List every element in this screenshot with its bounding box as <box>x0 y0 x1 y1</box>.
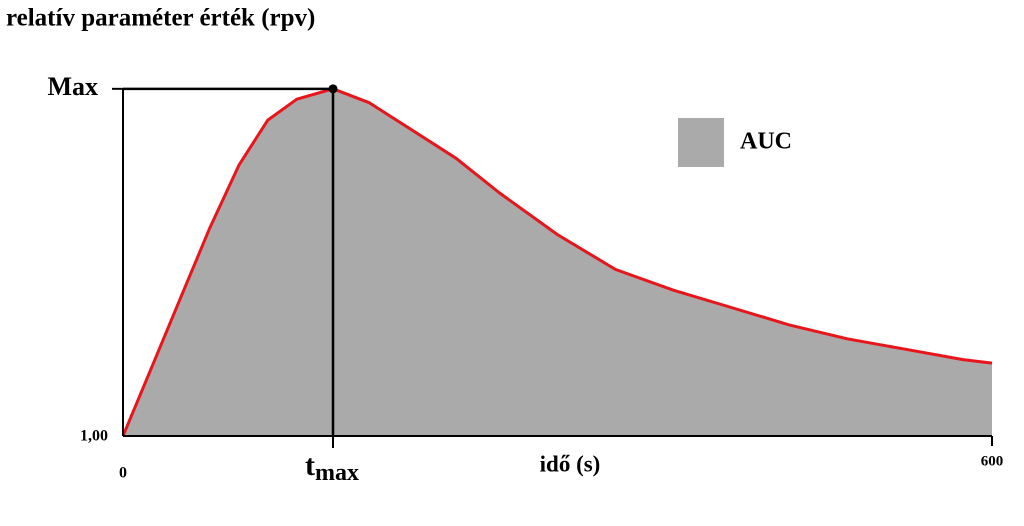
x-tick-label-main: t <box>305 449 315 482</box>
y-tick-label: 1,00 <box>80 428 108 445</box>
chart-title: relatív paraméter érték (rpv) <box>6 5 315 32</box>
x-tick-label: tmax <box>305 449 359 486</box>
y-tick-label: Max <box>47 72 98 101</box>
x-axis-label: idő (s) <box>540 451 601 476</box>
area <box>123 88 992 437</box>
x-tick-label: 0 <box>119 465 127 482</box>
legend-swatch <box>678 118 724 167</box>
x-tick-label: 600 <box>981 453 1004 469</box>
legend-label: AUC <box>740 129 792 155</box>
x-tick-label-subscript: max <box>315 460 359 486</box>
peak-point <box>328 84 338 94</box>
line <box>121 87 993 437</box>
